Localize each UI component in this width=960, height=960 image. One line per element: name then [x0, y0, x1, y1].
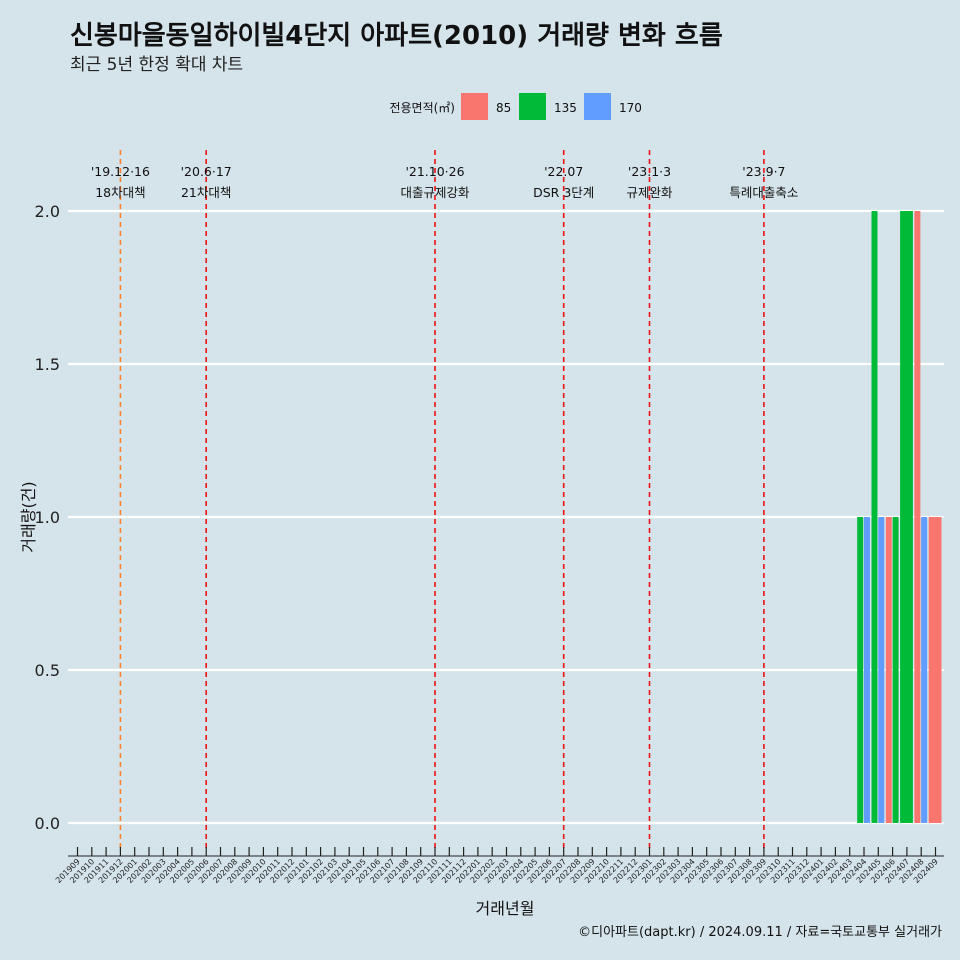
bar-202408-85 [914, 211, 921, 823]
y-tick-label: 0.5 [35, 661, 60, 680]
y-tick-label: 1.5 [35, 355, 60, 374]
policy-name-label: 21차대책 [181, 185, 231, 200]
caption: ©디아파트(dapt.kr) / 2024.09.11 / 자료=국토교통부 실… [578, 925, 942, 940]
bar-202405-170 [878, 517, 885, 823]
bar-202404-170 [864, 517, 870, 823]
policy-date-label: '19.12·16 [91, 164, 150, 179]
x-axis-label: 거래년월 [476, 899, 535, 918]
legend-items: 85 135 170 [461, 93, 642, 120]
bar-202408-170 [921, 517, 928, 823]
policy-date-label: '20.6·17 [181, 164, 232, 179]
policy-date-label: '23.1·3 [628, 164, 671, 179]
policy-date-label: '22.07 [544, 164, 583, 179]
legend-swatch-170 [584, 93, 611, 120]
bar-202407-135 [900, 211, 913, 823]
policy-date-label: '21.10·26 [405, 164, 464, 179]
legend-label-135: 135 [554, 101, 577, 115]
policy-date-label: '23.9·7 [742, 164, 785, 179]
y-tick-labels: 0.0 0.5 1.0 1.5 2.0 [35, 202, 60, 833]
legend-swatch-85 [461, 93, 488, 120]
legend: 전용면적(㎡) 85 135 170 [389, 93, 642, 120]
bars [857, 211, 942, 823]
chart-subtitle: 최근 5년 한정 확대 차트 [70, 55, 243, 75]
y-tick-label: 1.0 [35, 508, 60, 527]
legend-title: 전용면적(㎡) [389, 101, 455, 115]
legend-swatch-135 [519, 93, 546, 120]
bar-202409-85 [928, 517, 942, 823]
bar-202405-135 [871, 211, 878, 823]
legend-label-170: 170 [619, 101, 642, 115]
legend-label-85: 85 [496, 101, 511, 115]
y-tick-label: 2.0 [35, 202, 60, 221]
policy-name-label: 규제완화 [626, 185, 673, 200]
x-axis: 2019092019102019112019122020012020022020… [54, 847, 944, 885]
bar-202404-135 [857, 517, 864, 823]
bar-202406-135 [892, 517, 899, 823]
y-axis-label: 거래량(건) [19, 481, 38, 552]
y-gridlines [68, 209, 944, 825]
policy-name-label: 대출규제강화 [400, 185, 470, 200]
policy-name-label: DSR 3단계 [533, 185, 594, 200]
bar-202406-85 [885, 517, 892, 823]
policy-name-label: 18차대책 [95, 185, 145, 200]
chart-title: 신봉마을동일하이빌4단지 아파트(2010) 거래량 변화 흐름 [70, 21, 723, 51]
policy-name-label: 특례대출축소 [729, 185, 798, 200]
policy-annotations: '19.12·16 18차대책 '20.6·17 21차대책 '21.10·26 대출규제… [91, 150, 798, 852]
y-tick-label: 0.0 [35, 814, 60, 833]
